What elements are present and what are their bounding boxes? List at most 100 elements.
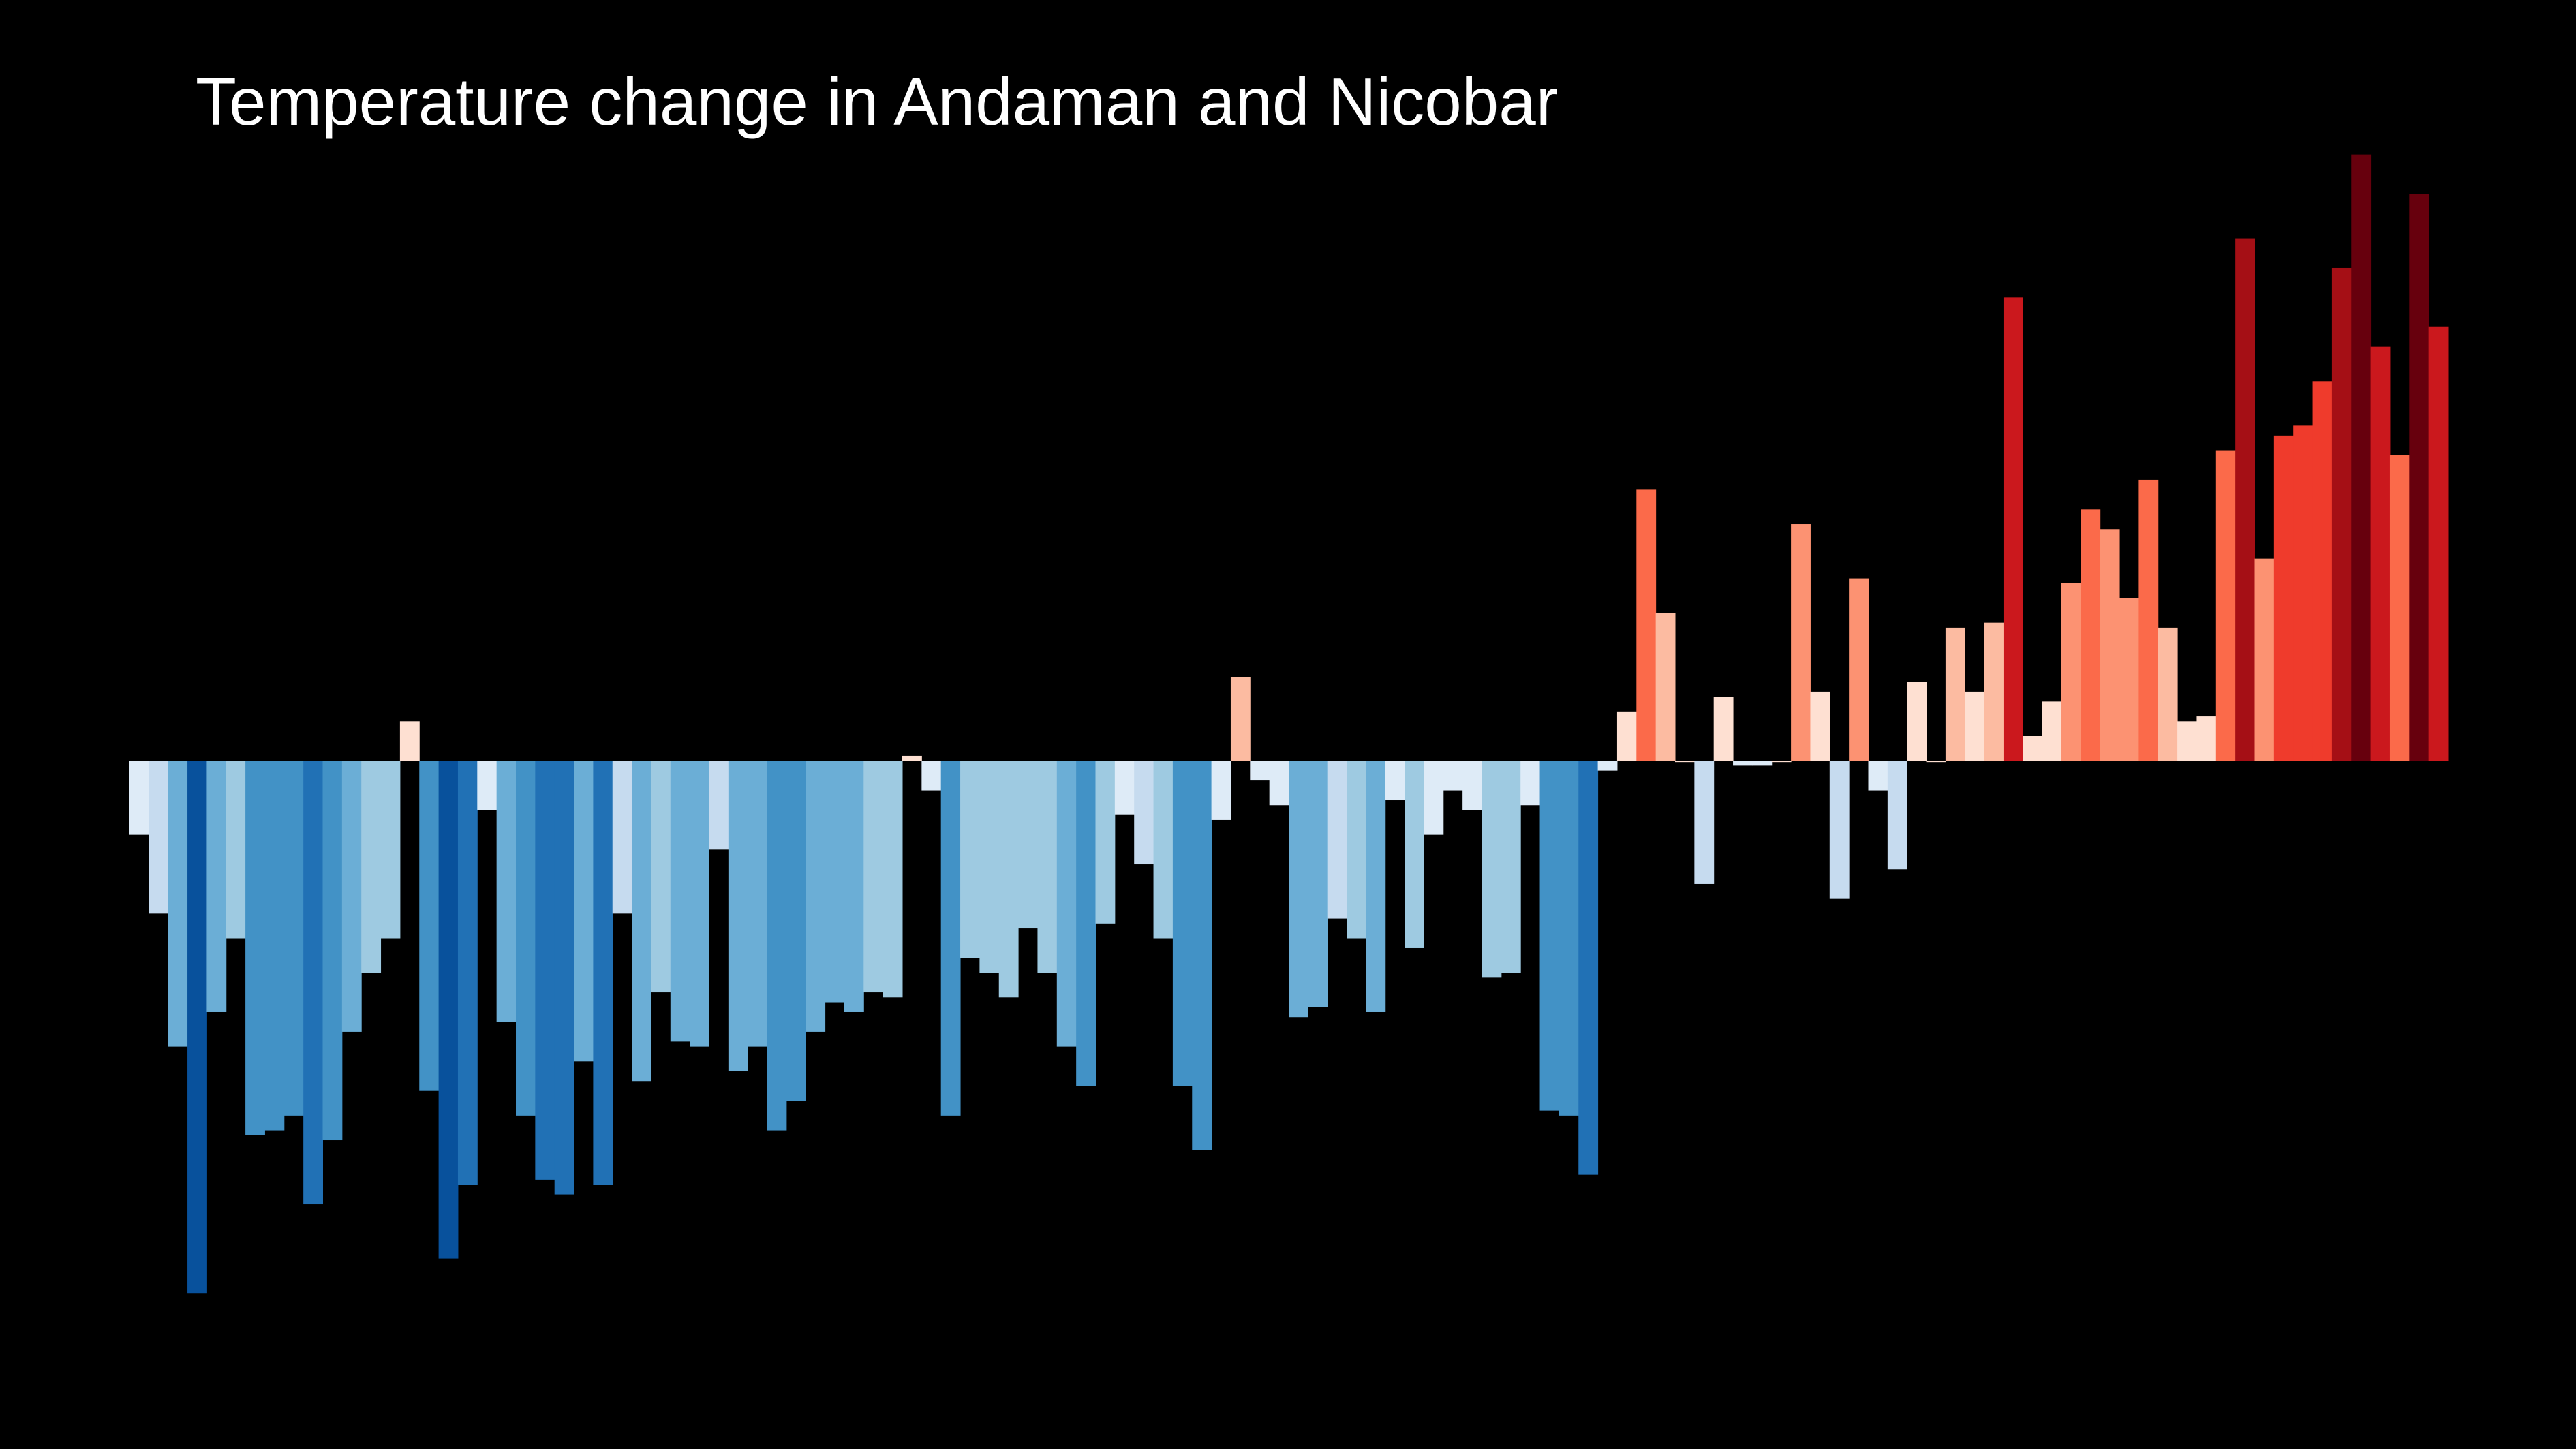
bar <box>1578 761 1599 1175</box>
bar <box>1385 761 1405 801</box>
bar <box>1559 761 1579 1116</box>
bar <box>1366 761 1386 1012</box>
bar <box>1520 761 1541 806</box>
bar <box>2061 583 2081 761</box>
bar <box>2119 598 2139 761</box>
bar <box>2081 509 2101 761</box>
bar <box>2196 716 2217 761</box>
bar <box>1829 761 1850 899</box>
bar <box>2158 627 2178 761</box>
bar <box>2370 346 2391 761</box>
bar <box>1810 691 1830 761</box>
bar <box>1752 761 1773 766</box>
bar <box>399 721 420 761</box>
bar <box>2409 194 2429 761</box>
chart-title: Temperature change in Andaman and Nicoba… <box>196 64 1558 139</box>
bar <box>2331 267 2352 761</box>
bar <box>1482 761 1502 978</box>
bar <box>1192 761 1212 1150</box>
bar <box>1347 761 1366 939</box>
bar <box>612 761 632 914</box>
bar <box>1056 761 1077 1047</box>
bar <box>1095 761 1116 924</box>
bar <box>149 761 169 914</box>
bar <box>1230 677 1251 761</box>
bar <box>1289 761 1308 1018</box>
bar <box>1887 761 1907 870</box>
bar <box>361 761 382 973</box>
bar <box>1655 613 1676 761</box>
bar <box>1675 761 1695 763</box>
bar <box>2235 238 2255 761</box>
bar <box>1211 761 1231 820</box>
bar <box>1771 761 1792 763</box>
bar <box>632 761 651 1082</box>
bar <box>2042 701 2062 761</box>
bar <box>1926 761 1946 763</box>
bar <box>806 761 826 1032</box>
bar <box>419 761 440 1091</box>
bar <box>264 761 285 1131</box>
bar <box>1443 761 1463 791</box>
bar <box>1462 761 1482 810</box>
bar <box>1250 761 1270 781</box>
bar <box>2003 297 2023 761</box>
bar <box>1713 697 1734 761</box>
bar <box>129 761 149 835</box>
bar <box>825 761 845 1003</box>
bar <box>1984 622 2004 761</box>
bar <box>1945 627 1965 761</box>
bar <box>322 761 343 1141</box>
bar <box>2293 425 2314 761</box>
bar <box>2351 154 2372 761</box>
bar <box>1907 682 1927 761</box>
bar <box>554 761 574 1195</box>
bar <box>303 761 323 1205</box>
bar <box>438 761 459 1259</box>
bar <box>651 761 671 993</box>
bar <box>1405 761 1424 948</box>
bar <box>1308 761 1328 1007</box>
bar <box>1597 761 1618 771</box>
bar <box>1539 761 1560 1111</box>
bar <box>728 761 748 1071</box>
bar <box>1018 761 1038 929</box>
bar <box>902 755 922 761</box>
bar <box>940 761 961 1116</box>
bar <box>457 761 478 1185</box>
bar <box>2100 529 2120 761</box>
bar <box>2273 435 2294 761</box>
bar <box>593 761 613 1185</box>
bar <box>709 761 729 850</box>
bar <box>1616 711 1637 761</box>
bar <box>1636 489 1657 761</box>
bar <box>341 761 362 1032</box>
bar <box>1849 578 1869 761</box>
bar <box>998 761 1019 998</box>
bar <box>2138 479 2159 761</box>
bar <box>844 761 864 1012</box>
bar <box>1172 761 1193 1086</box>
bar <box>1501 761 1521 973</box>
bar <box>1694 761 1715 884</box>
bar <box>574 761 594 1062</box>
bar <box>1327 761 1347 919</box>
bar <box>748 761 768 1047</box>
bar <box>2177 721 2197 761</box>
bar <box>496 761 517 1022</box>
bar <box>2389 455 2410 761</box>
bar <box>226 761 246 939</box>
bar <box>1153 761 1174 939</box>
bar <box>1965 691 1985 761</box>
bar <box>767 761 787 1131</box>
bar <box>2254 558 2275 761</box>
bar <box>690 761 709 1047</box>
bar <box>535 761 555 1180</box>
bar <box>1037 761 1058 973</box>
bar <box>960 761 980 958</box>
bar <box>283 761 304 1116</box>
bar <box>1424 761 1444 835</box>
bar <box>380 761 401 939</box>
bar <box>1733 761 1753 766</box>
